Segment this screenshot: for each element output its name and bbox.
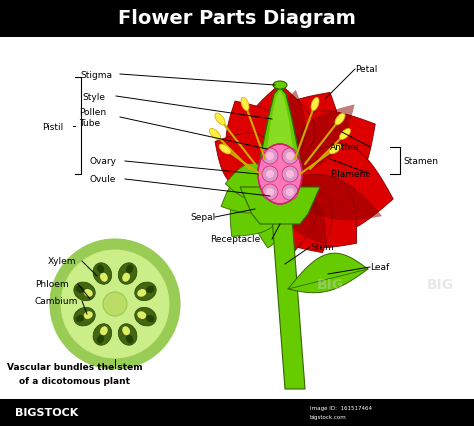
Ellipse shape [258, 145, 302, 204]
Ellipse shape [126, 335, 133, 344]
Circle shape [286, 170, 294, 178]
Polygon shape [245, 85, 315, 180]
Ellipse shape [215, 114, 225, 126]
Ellipse shape [75, 286, 84, 294]
Circle shape [266, 170, 274, 178]
Text: Pistil: Pistil [42, 122, 63, 131]
Text: Xylem: Xylem [48, 257, 76, 266]
Ellipse shape [241, 98, 249, 112]
Polygon shape [240, 187, 320, 225]
Ellipse shape [100, 273, 108, 282]
Text: of a dicotomous plant: of a dicotomous plant [19, 377, 130, 386]
Polygon shape [269, 91, 306, 180]
Circle shape [282, 149, 298, 164]
Circle shape [282, 167, 298, 183]
Ellipse shape [137, 311, 146, 320]
Polygon shape [280, 176, 382, 221]
Ellipse shape [210, 129, 220, 140]
Polygon shape [288, 253, 368, 293]
Text: BIG: BIG [104, 277, 132, 291]
Ellipse shape [273, 82, 287, 90]
Ellipse shape [329, 145, 341, 155]
Text: Vascular bundles the stem: Vascular bundles the stem [7, 363, 143, 371]
Text: Ovule: Ovule [90, 175, 117, 184]
Ellipse shape [83, 311, 93, 320]
Text: bigstock.com: bigstock.com [310, 414, 347, 420]
Text: BIG: BIG [427, 277, 454, 291]
Ellipse shape [100, 326, 108, 336]
Text: Receptacle: Receptacle [210, 235, 260, 244]
Text: Stigma: Stigma [80, 70, 112, 79]
Text: Anther: Anther [330, 143, 361, 152]
Polygon shape [268, 93, 342, 180]
Ellipse shape [74, 282, 95, 301]
Text: Petal: Petal [355, 65, 377, 74]
Ellipse shape [339, 129, 351, 140]
Circle shape [103, 292, 127, 316]
Polygon shape [280, 180, 326, 245]
Ellipse shape [97, 335, 104, 344]
Circle shape [266, 189, 274, 196]
Ellipse shape [75, 315, 84, 322]
Circle shape [262, 184, 278, 201]
Ellipse shape [83, 289, 93, 297]
Circle shape [51, 240, 179, 368]
Text: Filament: Filament [330, 170, 369, 179]
Ellipse shape [146, 315, 155, 322]
Polygon shape [215, 134, 280, 188]
Polygon shape [280, 175, 356, 248]
Ellipse shape [335, 114, 345, 126]
Circle shape [262, 167, 278, 183]
Bar [0, 0, 474, 38]
Ellipse shape [135, 282, 156, 301]
Ellipse shape [97, 265, 104, 273]
Polygon shape [225, 164, 280, 200]
Text: Pollen
Tube: Pollen Tube [79, 108, 106, 127]
Polygon shape [221, 173, 280, 213]
Ellipse shape [311, 98, 319, 112]
Polygon shape [280, 112, 375, 193]
Text: Image ID:  161517464: Image ID: 161517464 [310, 406, 372, 411]
Bar [0, 399, 474, 426]
Polygon shape [226, 102, 289, 180]
Polygon shape [270, 192, 305, 389]
Text: Sepal: Sepal [190, 213, 215, 222]
Ellipse shape [93, 263, 112, 285]
Text: Cambium: Cambium [35, 297, 78, 306]
Ellipse shape [135, 308, 156, 326]
Text: Leaf: Leaf [370, 263, 389, 272]
Ellipse shape [118, 263, 137, 285]
Ellipse shape [74, 308, 95, 326]
Ellipse shape [137, 289, 146, 297]
Polygon shape [264, 92, 296, 184]
Ellipse shape [93, 324, 112, 345]
Polygon shape [230, 180, 282, 237]
Circle shape [262, 149, 278, 164]
Ellipse shape [146, 286, 155, 294]
Circle shape [282, 184, 298, 201]
Text: Phloem: Phloem [35, 280, 69, 289]
Polygon shape [257, 180, 316, 253]
Text: Stamen: Stamen [403, 157, 438, 166]
Circle shape [55, 245, 175, 364]
Ellipse shape [118, 324, 137, 345]
Text: BIGSTOCK: BIGSTOCK [15, 407, 78, 417]
Text: Style: Style [82, 92, 105, 101]
Text: Ovary: Ovary [90, 157, 117, 166]
Text: BIG: BIG [317, 277, 344, 291]
Circle shape [286, 189, 294, 196]
Text: Stem: Stem [310, 243, 334, 252]
Ellipse shape [122, 273, 130, 282]
Circle shape [266, 153, 274, 161]
Polygon shape [270, 180, 332, 253]
Polygon shape [252, 180, 296, 248]
Ellipse shape [122, 326, 130, 336]
Ellipse shape [126, 265, 133, 273]
Polygon shape [258, 88, 302, 187]
Polygon shape [280, 145, 393, 234]
Polygon shape [280, 106, 354, 180]
Text: Flower Parts Diagram: Flower Parts Diagram [118, 9, 356, 29]
Circle shape [286, 153, 294, 161]
Ellipse shape [219, 145, 231, 155]
